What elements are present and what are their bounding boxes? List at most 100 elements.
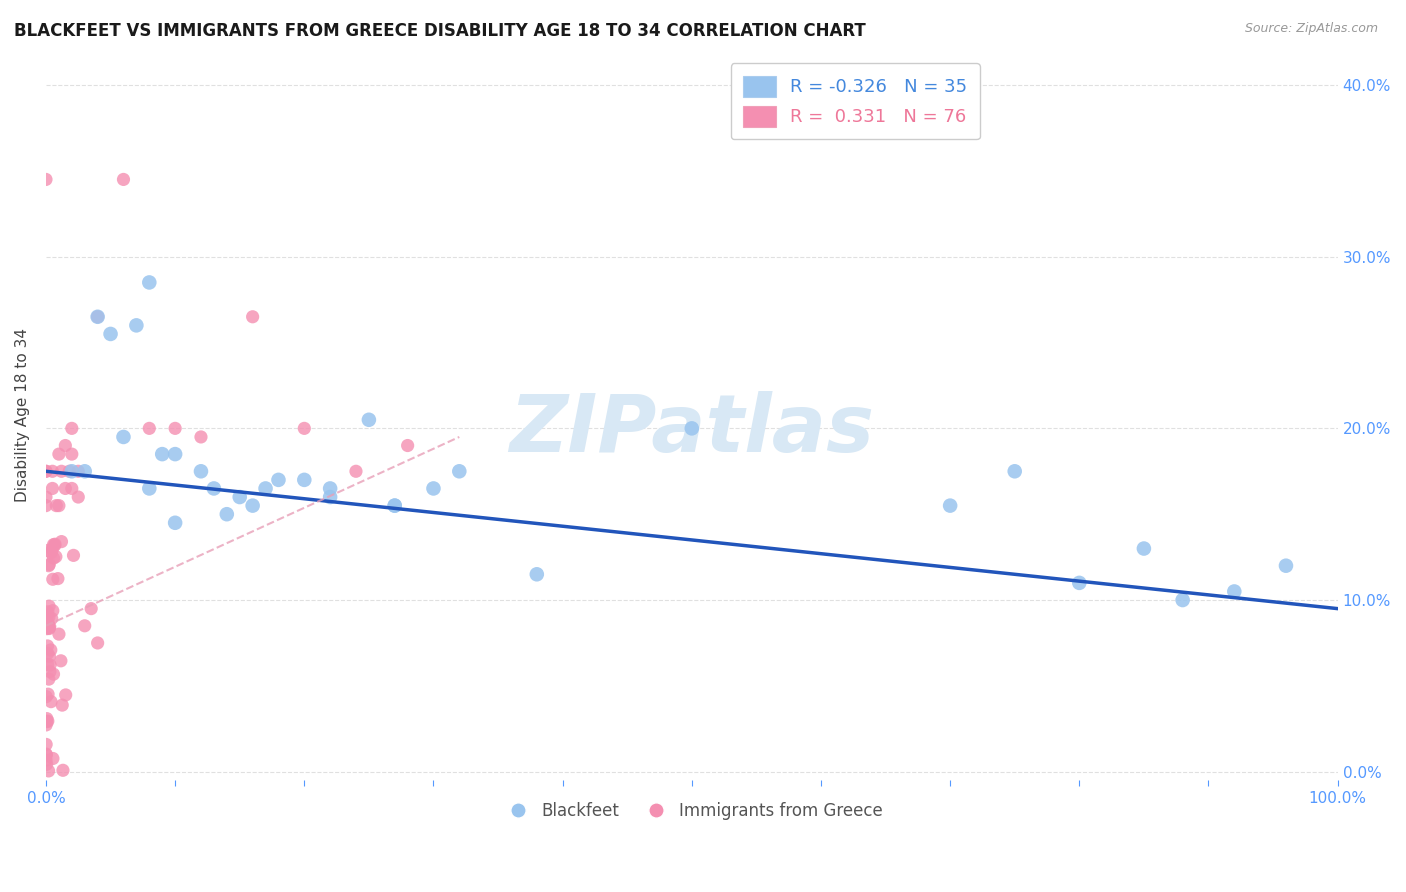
Point bbox=[38, 621, 60, 635]
Point bbox=[67, 464, 90, 478]
Point bbox=[35, 172, 58, 186]
Point bbox=[73, 619, 96, 633]
Point bbox=[38, 649, 60, 664]
Point bbox=[38, 764, 60, 778]
Point bbox=[267, 473, 290, 487]
Point bbox=[80, 601, 103, 615]
Point bbox=[138, 421, 160, 435]
Text: BLACKFEET VS IMMIGRANTS FROM GREECE DISABILITY AGE 18 TO 34 CORRELATION CHART: BLACKFEET VS IMMIGRANTS FROM GREECE DISA… bbox=[14, 22, 866, 40]
Point bbox=[242, 310, 264, 324]
Point bbox=[35, 738, 58, 752]
Point bbox=[53, 438, 76, 452]
Point bbox=[37, 657, 59, 672]
Point bbox=[38, 672, 60, 686]
Point bbox=[319, 482, 342, 496]
Point bbox=[1004, 464, 1026, 478]
Point bbox=[681, 421, 703, 435]
Point bbox=[86, 310, 108, 324]
Legend: Blackfeet, Immigrants from Greece: Blackfeet, Immigrants from Greece bbox=[495, 796, 889, 827]
Text: Source: ZipAtlas.com: Source: ZipAtlas.com bbox=[1244, 22, 1378, 36]
Point bbox=[1069, 575, 1091, 590]
Point bbox=[35, 622, 58, 636]
Point bbox=[35, 610, 58, 624]
Point bbox=[51, 698, 73, 712]
Point bbox=[526, 567, 548, 582]
Point bbox=[44, 538, 66, 552]
Point bbox=[344, 464, 367, 478]
Point bbox=[58, 464, 80, 478]
Point bbox=[215, 507, 238, 521]
Point bbox=[48, 627, 70, 641]
Point bbox=[41, 464, 63, 478]
Point bbox=[35, 714, 58, 729]
Point bbox=[42, 538, 65, 552]
Point bbox=[48, 499, 70, 513]
Point bbox=[41, 482, 63, 496]
Point bbox=[1133, 541, 1156, 556]
Point bbox=[51, 534, 73, 549]
Point bbox=[45, 549, 67, 564]
Point bbox=[35, 543, 58, 558]
Point bbox=[138, 276, 160, 290]
Point bbox=[35, 690, 58, 704]
Point bbox=[939, 499, 962, 513]
Point bbox=[42, 551, 65, 566]
Point bbox=[35, 499, 58, 513]
Point bbox=[48, 447, 70, 461]
Point bbox=[384, 499, 406, 513]
Point bbox=[1223, 584, 1246, 599]
Point bbox=[319, 490, 342, 504]
Y-axis label: Disability Age 18 to 34: Disability Age 18 to 34 bbox=[15, 328, 30, 502]
Point bbox=[44, 537, 66, 551]
Point bbox=[42, 572, 65, 586]
Point bbox=[52, 764, 75, 778]
Point bbox=[35, 464, 58, 478]
Point bbox=[37, 615, 59, 630]
Point bbox=[357, 413, 380, 427]
Point bbox=[254, 482, 277, 496]
Point bbox=[42, 751, 65, 765]
Point bbox=[165, 421, 187, 435]
Point bbox=[35, 757, 58, 772]
Point bbox=[112, 430, 135, 444]
Point bbox=[38, 622, 60, 636]
Point bbox=[39, 546, 62, 560]
Point bbox=[37, 605, 59, 619]
Point bbox=[37, 687, 59, 701]
Point bbox=[60, 447, 83, 461]
Point bbox=[228, 490, 250, 504]
Point bbox=[73, 464, 96, 478]
Point bbox=[138, 482, 160, 496]
Point bbox=[35, 619, 58, 633]
Point bbox=[86, 636, 108, 650]
Point bbox=[190, 430, 212, 444]
Point bbox=[38, 558, 60, 573]
Point bbox=[38, 620, 60, 634]
Point bbox=[292, 421, 315, 435]
Point bbox=[37, 618, 59, 632]
Point bbox=[51, 464, 73, 478]
Point bbox=[384, 499, 406, 513]
Point bbox=[42, 604, 65, 618]
Point bbox=[150, 447, 173, 461]
Point bbox=[1275, 558, 1298, 573]
Point bbox=[35, 712, 58, 726]
Point bbox=[35, 490, 58, 504]
Point bbox=[53, 482, 76, 496]
Point bbox=[449, 464, 471, 478]
Point bbox=[39, 658, 62, 673]
Point bbox=[37, 646, 59, 660]
Point bbox=[125, 318, 148, 333]
Point bbox=[38, 558, 60, 572]
Point bbox=[35, 464, 58, 478]
Point bbox=[38, 610, 60, 624]
Point bbox=[37, 639, 59, 653]
Text: ZIPatlas: ZIPatlas bbox=[509, 391, 875, 469]
Point bbox=[292, 473, 315, 487]
Point bbox=[242, 499, 264, 513]
Point bbox=[1171, 593, 1194, 607]
Point bbox=[38, 599, 60, 614]
Point bbox=[100, 326, 122, 341]
Point bbox=[62, 549, 84, 563]
Point bbox=[35, 753, 58, 767]
